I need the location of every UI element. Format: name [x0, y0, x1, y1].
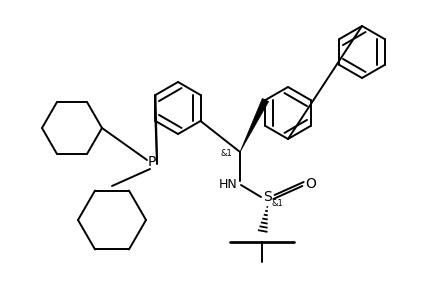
Text: O: O — [305, 177, 316, 191]
Polygon shape — [239, 98, 268, 152]
Text: &1: &1 — [271, 199, 282, 208]
Text: &1: &1 — [220, 148, 231, 158]
Text: P: P — [147, 155, 156, 169]
Text: S: S — [263, 190, 272, 204]
Text: HN: HN — [218, 179, 237, 191]
